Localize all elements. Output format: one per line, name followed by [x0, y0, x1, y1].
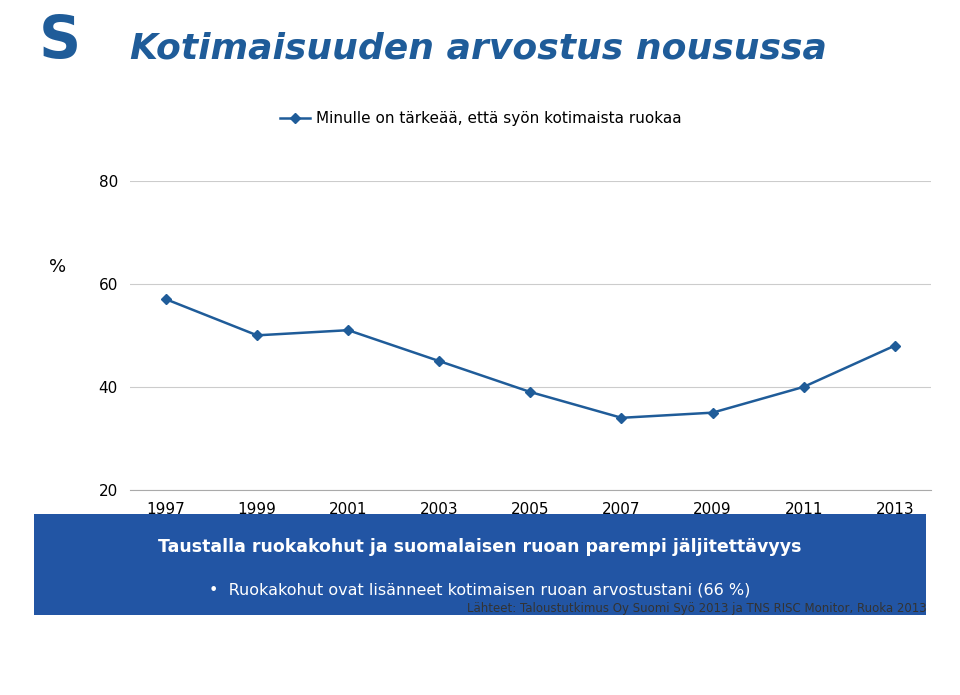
Text: S: S — [39, 13, 81, 70]
Text: Taustalla ruokakohut ja suomalaisen ruoan parempi jäljitettävyys: Taustalla ruokakohut ja suomalaisen ruoa… — [158, 537, 802, 555]
FancyBboxPatch shape — [20, 7, 100, 76]
Text: %: % — [49, 259, 66, 277]
Legend: Minulle on tärkeää, että syön kotimaista ruokaa: Minulle on tärkeää, että syön kotimaista… — [274, 105, 688, 132]
Text: Päivittäistavarakaupan ketjuohjaus: Päivittäistavarakaupan ketjuohjaus — [314, 657, 646, 676]
FancyBboxPatch shape — [15, 512, 945, 617]
Text: 7: 7 — [924, 657, 936, 676]
Text: 10.6.2014: 10.6.2014 — [24, 659, 109, 674]
Text: Kotimaisuuden arvostus nousussa: Kotimaisuuden arvostus nousussa — [130, 31, 827, 65]
Text: Lähteet: Taloustutkimus Oy Suomi Syö 2013 ja TNS RISC Monitor, Ruoka 2013: Lähteet: Taloustutkimus Oy Suomi Syö 201… — [467, 602, 926, 615]
Text: •  Ruokakohut ovat lisänneet kotimaisen ruoan arvostustani (66 %): • Ruokakohut ovat lisänneet kotimaisen r… — [209, 582, 751, 598]
